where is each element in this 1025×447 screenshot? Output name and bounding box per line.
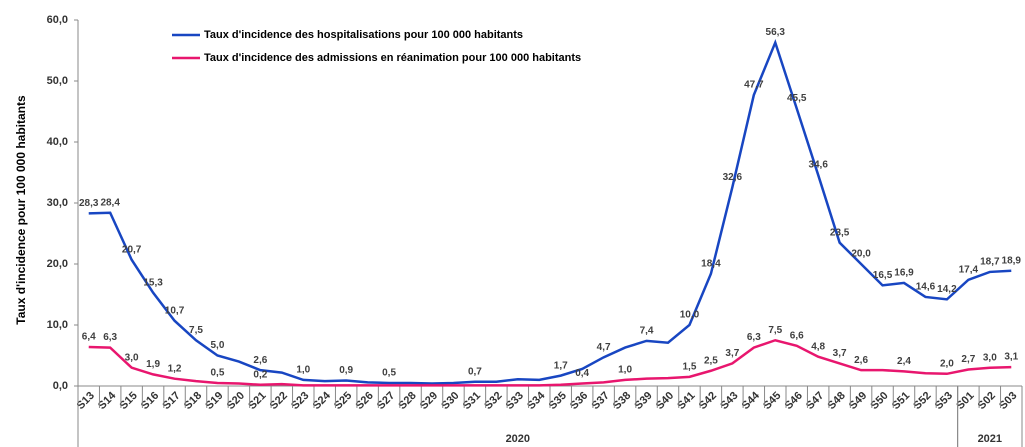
data-label: 32,6 (723, 172, 743, 183)
data-label: 0,4 (575, 368, 589, 379)
series-line (88, 338, 1012, 387)
data-label: 7,5 (189, 325, 203, 336)
data-label: 6,4 (82, 332, 96, 343)
data-label: 2,5 (704, 355, 718, 366)
data-label: 2,6 (253, 355, 267, 366)
data-label: 20,7 (122, 244, 142, 255)
data-label: 18,7 (980, 257, 1000, 268)
data-label: 6,3 (747, 332, 761, 343)
data-label: 0,9 (339, 365, 353, 376)
data-label: 1,9 (146, 359, 160, 370)
y-tick-label: 50,0 (47, 75, 68, 87)
y-tick-label: 30,0 (47, 197, 68, 209)
data-label: 10,0 (680, 310, 700, 321)
data-label: 28,4 (100, 197, 120, 208)
y-tick-label: 10,0 (47, 319, 68, 331)
data-label: 6,3 (103, 332, 117, 343)
group-label: 2020 (506, 433, 530, 445)
y-tick-label: 60,0 (47, 14, 68, 26)
data-label: 7,5 (768, 325, 782, 336)
data-label: 6,6 (790, 330, 804, 341)
y-tick-label: 40,0 (47, 136, 68, 148)
data-label: 17,4 (959, 265, 979, 276)
y-tick-label: 0,0 (53, 380, 68, 392)
data-label: 20,0 (851, 249, 871, 260)
data-label: 4,7 (597, 342, 611, 353)
data-label: 5,0 (211, 340, 225, 351)
group-label: 2021 (978, 433, 1002, 445)
data-label: 14,2 (937, 284, 957, 295)
data-label: 18,9 (1002, 255, 1022, 266)
data-label: 23,5 (830, 227, 850, 238)
legend-label: Taux d'incidence des admissions en réani… (204, 52, 581, 64)
y-tick-label: 20,0 (47, 258, 68, 270)
data-label: 16,5 (873, 270, 893, 281)
data-label: 0,5 (211, 368, 225, 379)
data-label: 1,0 (296, 365, 310, 376)
data-label: 3,7 (833, 348, 847, 359)
data-label: 3,1 (1004, 352, 1018, 363)
data-label: 3,0 (983, 352, 997, 363)
legend-label: Taux d'incidence des hospitalisations po… (204, 29, 523, 41)
data-label: 47,7 (744, 80, 764, 91)
data-label: 15,3 (143, 277, 163, 288)
data-label: 1,2 (168, 363, 182, 374)
data-label: 0,2 (253, 369, 267, 380)
data-label: 7,4 (640, 326, 654, 337)
data-label: 1,7 (554, 360, 568, 371)
data-label: 3,0 (125, 352, 139, 363)
data-label: 3,7 (725, 348, 739, 359)
data-label: 2,6 (854, 355, 868, 366)
data-label: 28,3 (79, 198, 99, 209)
data-label: 14,6 (916, 282, 936, 293)
data-label: 2,4 (897, 356, 911, 367)
data-label: 56,3 (766, 27, 786, 38)
data-label: 1,5 (683, 361, 697, 372)
data-label: 45,5 (787, 93, 807, 104)
data-label: 0,7 (468, 366, 482, 377)
series-line (88, 38, 1012, 385)
data-label: 4,8 (811, 341, 825, 352)
data-label: 0,5 (382, 368, 396, 379)
y-axis-title: Taux d'incidence pour 100 000 habitants (14, 95, 28, 325)
data-label: 18,4 (701, 258, 721, 269)
data-label: 1,0 (618, 365, 632, 376)
data-label: 16,9 (894, 268, 914, 279)
data-label: 2,0 (940, 358, 954, 369)
data-label: 10,7 (165, 305, 185, 316)
data-label: 2,7 (961, 354, 975, 365)
data-label: 34,6 (808, 160, 828, 171)
